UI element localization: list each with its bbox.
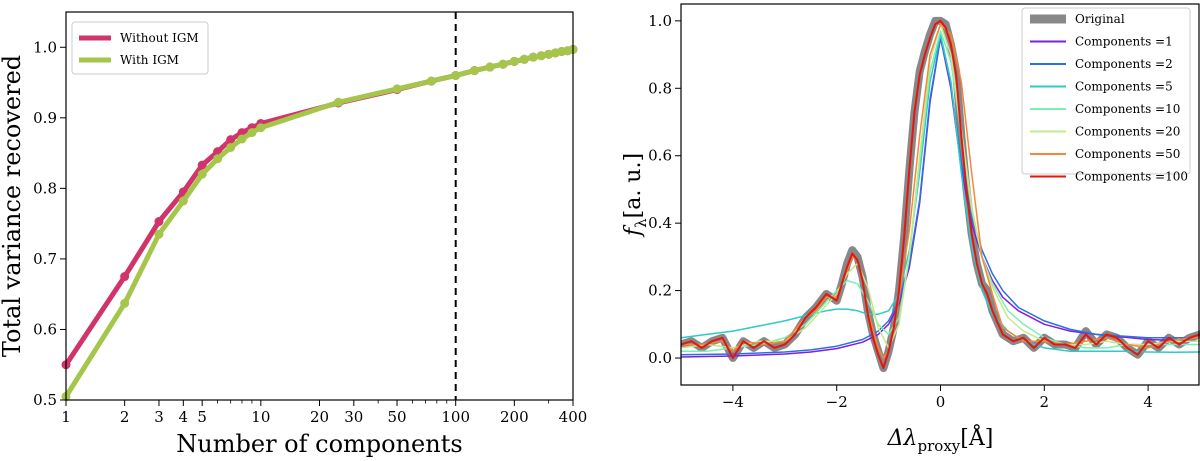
legend-item-components-100: Components =100 [1030, 170, 1188, 184]
y-tick-label: 1.0 [648, 12, 672, 30]
data-point [485, 62, 495, 72]
legend-item-components-10: Components =10 [1030, 102, 1180, 116]
right-legend: Original Components =1 Components =2 Compon… [1021, 7, 1191, 184]
x-tick-label: 4 [1143, 393, 1153, 411]
data-point [392, 84, 402, 94]
x-tick-label: 2 [120, 408, 130, 426]
legend-item-original: Original [1030, 12, 1125, 26]
series-line-components-10 [681, 30, 1200, 353]
y-tick-label: 1.0 [33, 38, 57, 56]
x-tick-label: 5 [197, 408, 207, 426]
data-point [226, 135, 236, 145]
series-line-components-5 [681, 33, 1200, 354]
data-point [247, 128, 257, 138]
legend-item-components-1: Components =1 [1030, 35, 1173, 49]
x-tick-label: 1 [61, 408, 71, 426]
y-tick-label: 0.9 [33, 109, 57, 127]
left-legend: Without IGM With IGM [71, 21, 209, 75]
x-label-main: Δλ [887, 426, 918, 451]
x-tick-label: 200 [500, 408, 529, 426]
right-y-axis-label: fλ[a. u.] [621, 153, 650, 238]
data-point [226, 142, 236, 152]
data-point [197, 160, 207, 170]
y-tick-label: 0.7 [33, 250, 57, 268]
legend-label: Components =5 [1075, 80, 1173, 94]
legend-label: Components =2 [1075, 57, 1173, 71]
x-tick-label: −4 [722, 393, 744, 411]
y-label-unit: [a. u.] [621, 153, 646, 218]
x-tick-label: 20 [310, 408, 329, 426]
legend-label: With IGM [120, 53, 179, 67]
y-tick-label: 0.8 [648, 79, 672, 97]
data-point [528, 52, 538, 62]
x-tick-label: 400 [559, 408, 588, 426]
legend-label: Components =10 [1075, 102, 1180, 116]
x-tick-label: −2 [826, 393, 848, 411]
legend-item-components-5: Components =5 [1030, 80, 1173, 94]
legend-label: Components =50 [1075, 147, 1180, 161]
y-tick-label: 0.0 [648, 349, 672, 367]
legend-item-without-igm: Without IGM [79, 31, 199, 45]
data-point [120, 272, 130, 282]
y-tick-label: 0.2 [648, 282, 672, 300]
x-label-unit: [Å] [960, 423, 993, 451]
data-point [509, 56, 519, 66]
x-tick-label: 10 [251, 408, 270, 426]
data-point [544, 49, 554, 59]
y-tick-label: 0.5 [33, 391, 57, 409]
series-line-components-100 [681, 19, 1200, 370]
legend-item-with-igm: With IGM [79, 53, 179, 67]
data-point [451, 70, 461, 80]
y-tick-label: 0.6 [33, 320, 57, 338]
data-point [470, 66, 480, 76]
x-label-sub: proxy [918, 437, 961, 455]
data-point [197, 169, 207, 179]
data-point [256, 123, 266, 133]
legend-label: Components =1 [1075, 35, 1173, 49]
x-tick-label: 50 [387, 408, 406, 426]
right-chart: −4 −2 0 2 4 0.0 0.2 0.4 0.6 0.8 1.0 Δλproxy[Å] fλ[… [621, 3, 1200, 455]
data-point [498, 59, 508, 69]
data-point [154, 217, 164, 227]
legend-label: Without IGM [120, 31, 199, 45]
series-with-igm [61, 44, 578, 401]
data-point [120, 298, 130, 308]
x-tick-label: 100 [441, 408, 470, 426]
legend-item-components-20: Components =20 [1030, 125, 1180, 139]
legend-item-components-2: Components =2 [1030, 57, 1173, 71]
right-x-axis-label: Δλproxy[Å] [887, 423, 994, 455]
legend-item-components-50: Components =50 [1030, 147, 1180, 161]
series-line-without-igm [63, 46, 574, 367]
data-point [154, 229, 164, 239]
data-point [519, 54, 529, 64]
x-tick-label: 0 [936, 393, 946, 411]
x-tick-label: 4 [179, 408, 189, 426]
y-tick-label: 0.8 [33, 179, 57, 197]
y-tick-label: 0.4 [648, 214, 672, 232]
legend-label: Components =20 [1075, 125, 1180, 139]
x-tick-label: 30 [344, 408, 363, 426]
data-point [213, 154, 223, 164]
x-tick-label: 3 [154, 408, 164, 426]
series-without-igm [61, 44, 578, 370]
legend-label: Original [1075, 12, 1125, 26]
data-point [333, 97, 343, 107]
legend-label: Components =100 [1075, 170, 1188, 184]
data-point [237, 134, 247, 144]
left-chart: 1 2 3 4 5 10 20 30 50 100 200 400 0.5 0.6 0.7 0.8 0.9 1.0… [0, 11, 588, 458]
data-point [178, 196, 188, 206]
y-label-sub: λ [632, 218, 650, 228]
data-point [536, 51, 546, 61]
series-line-with-igm [63, 46, 574, 398]
left-y-axis-label: Total variance recovered [0, 55, 26, 357]
data-point [426, 76, 436, 86]
y-tick-label: 0.6 [648, 147, 672, 165]
left-x-axis-label: Number of components [176, 430, 462, 458]
x-tick-label: 2 [1040, 393, 1050, 411]
